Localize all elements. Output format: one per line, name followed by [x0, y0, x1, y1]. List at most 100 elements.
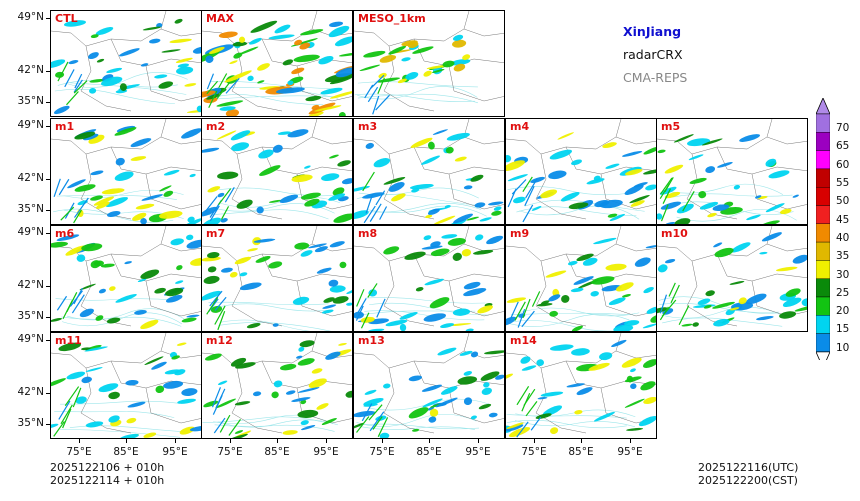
map-panel-m3: m3 — [353, 118, 505, 225]
latitude-tick-label: 35°N — [17, 95, 44, 107]
colorbar-level-label: 45 — [836, 213, 850, 226]
radar-reflectivity-map — [354, 119, 504, 224]
radar-reflectivity-map — [354, 11, 504, 115]
panel-label: m1 — [55, 120, 75, 133]
colorbar-level-label: 40 — [836, 231, 850, 244]
radar-reflectivity-map — [202, 11, 352, 116]
map-panel-m12: m12 — [201, 332, 353, 439]
latitude-tick — [46, 179, 50, 180]
map-panel-m10: m10 — [656, 225, 808, 332]
map-panel-m4: m4 — [505, 118, 657, 225]
valid-time-cst: 2025122200(CST) — [698, 474, 798, 487]
colorbar-level-label: 10 — [836, 341, 850, 354]
radar-reflectivity-map — [506, 226, 656, 331]
longitude-tick — [534, 439, 535, 443]
radar-reflectivity-map — [657, 119, 807, 224]
latitude-tick — [46, 317, 50, 318]
map-panel-m1: m1 — [50, 118, 202, 225]
latitude-tick — [46, 424, 50, 425]
longitude-tick-label: 95°E — [162, 446, 188, 458]
colorbar-segment — [816, 132, 830, 151]
panel-label: m10 — [661, 227, 688, 240]
colorbar-level-label: 60 — [836, 158, 850, 171]
latitude-tick-label: 35°N — [17, 417, 44, 429]
latitude-tick-label: 42°N — [17, 279, 44, 291]
latitude-tick — [46, 393, 50, 394]
colorbar-level-label: 55 — [836, 177, 850, 190]
panel-label: CTL — [55, 12, 78, 25]
map-panel-m5: m5 — [656, 118, 808, 225]
radar-reflectivity-map — [354, 226, 504, 331]
longitude-tick — [79, 439, 80, 443]
panel-label: m3 — [358, 120, 378, 133]
colorbar-top-cap — [816, 98, 830, 115]
longitude-tick-label: 75°E — [66, 446, 92, 458]
latitude-tick — [46, 286, 50, 287]
init-time-line2: 2025122114 + 010h — [50, 474, 165, 487]
map-panel-m9: m9 — [505, 225, 657, 332]
longitude-tick — [277, 439, 278, 443]
panel-label: m4 — [510, 120, 530, 133]
colorbar-segment — [816, 315, 830, 334]
colorbar-level-label: 35 — [836, 250, 850, 263]
legend-variable: radarCRX — [623, 47, 683, 62]
longitude-tick — [630, 439, 631, 443]
latitude-tick — [46, 18, 50, 19]
latitude-tick-label: 35°N — [17, 203, 44, 215]
colorbar-segment — [816, 186, 830, 206]
colorbar-segment — [816, 296, 830, 316]
panel-label: m6 — [55, 227, 75, 240]
panel-label: m7 — [206, 227, 226, 240]
panel-label: MAX — [206, 12, 234, 25]
panel-label: m13 — [358, 334, 385, 347]
longitude-tick-label: 95°E — [313, 446, 339, 458]
panel-label: m14 — [510, 334, 537, 347]
longitude-tick — [382, 439, 383, 443]
longitude-tick — [478, 439, 479, 443]
radar-reflectivity-map — [657, 226, 807, 327]
colorbar-level-label: 30 — [836, 268, 850, 281]
longitude-tick-label: 75°E — [217, 446, 243, 458]
latitude-tick-label: 49°N — [17, 119, 44, 131]
longitude-tick-label: 85°E — [264, 446, 290, 458]
longitude-tick — [126, 439, 127, 443]
legend-model: CMA-REPS — [623, 70, 688, 85]
panel-label: m5 — [661, 120, 681, 133]
latitude-tick — [46, 340, 50, 341]
radar-reflectivity-map — [354, 333, 504, 438]
colorbar-segment — [816, 168, 830, 188]
latitude-tick — [46, 71, 50, 72]
radar-reflectivity-map — [51, 119, 201, 224]
map-panel-m14: m14 — [505, 332, 657, 439]
colorbar-segment — [816, 241, 830, 261]
valid-time: 2025122116(UTC) 2025122200(CST) — [698, 461, 798, 487]
longitude-tick-label: 85°E — [416, 446, 442, 458]
longitude-tick-label: 75°E — [369, 446, 395, 458]
radar-reflectivity-map — [506, 119, 656, 223]
colorbar-segment — [816, 113, 830, 133]
valid-time-utc: 2025122116(UTC) — [698, 461, 799, 474]
longitude-tick-label: 85°E — [568, 446, 594, 458]
latitude-tick-label: 49°N — [17, 11, 44, 23]
colorbar-segment — [816, 223, 830, 243]
latitude-tick-label: 42°N — [17, 386, 44, 398]
map-panel-m8: m8 — [353, 225, 505, 332]
panel-label: m11 — [55, 334, 82, 347]
map-panel-m6: m6 — [50, 225, 202, 332]
radar-reflectivity-map — [51, 11, 201, 115]
colorbar-level-label: 25 — [836, 286, 850, 299]
colorbar-segment — [816, 205, 830, 224]
init-time: 2025122106 + 010h 2025122114 + 010h — [50, 461, 164, 487]
map-panel-ctl: CTL — [50, 10, 202, 117]
legend-region: XinJiang — [623, 24, 682, 39]
colorbar-segment — [816, 333, 830, 353]
longitude-tick — [581, 439, 582, 443]
map-panel-m7: m7 — [201, 225, 353, 332]
longitude-tick-label: 95°E — [617, 446, 643, 458]
longitude-tick-label: 95°E — [465, 446, 491, 458]
latitude-tick-label: 42°N — [17, 64, 44, 76]
init-time-line1: 2025122106 + 010h — [50, 461, 165, 474]
map-panel-m11: m11 — [50, 332, 202, 439]
radar-reflectivity-map — [202, 226, 352, 331]
